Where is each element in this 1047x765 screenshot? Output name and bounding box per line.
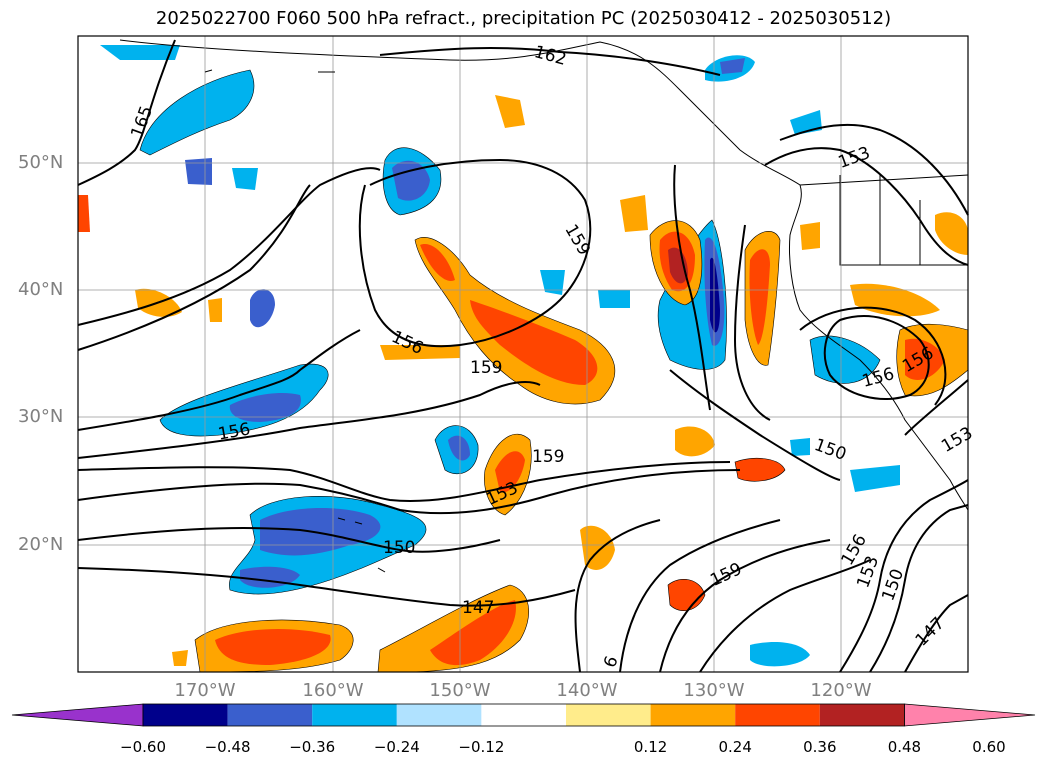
colorbar-tick-label: −0.36 (289, 738, 336, 756)
neg-region (250, 289, 275, 328)
neg-region (232, 168, 258, 190)
neg-region (598, 290, 630, 308)
lat-label-40n: 40°N (18, 279, 64, 300)
pos-region (580, 525, 615, 570)
lon-label-130w: 130°W (683, 680, 745, 701)
lon-label-160w: 160°W (302, 680, 364, 701)
colorbar-bin (227, 704, 313, 726)
lat-label-30n: 30°N (18, 406, 64, 427)
colorbar-bin (312, 704, 397, 726)
neg-region (100, 45, 180, 60)
colorbar-tick-label: 0.48 (887, 738, 922, 756)
neg-region (260, 508, 381, 556)
neg-region (750, 642, 810, 667)
pos-region (675, 426, 715, 457)
pos-region (380, 345, 460, 360)
contour-label: 159 (532, 447, 565, 467)
neg-region (720, 58, 745, 74)
height-contours (77, 39, 969, 673)
colorbar-bin (143, 704, 228, 726)
pos-region (668, 247, 688, 284)
colorbar-tick-label: 0.24 (718, 738, 752, 756)
colorbar-tick-label: −0.12 (458, 738, 505, 756)
colorbar-frame (142, 703, 905, 727)
neg-region (139, 69, 255, 156)
lon-label-170w: 170°W (174, 680, 236, 701)
pos-region (78, 195, 90, 232)
contour-label: 150 (383, 538, 416, 558)
pos-region (905, 338, 945, 380)
graticule (78, 36, 968, 672)
colorbar-tick-label: 0.36 (803, 738, 837, 756)
neg-region (229, 393, 301, 422)
pos-region (495, 95, 525, 128)
pos-region (495, 451, 525, 493)
lon-label-150w: 150°W (429, 680, 491, 701)
pos-region (215, 628, 331, 665)
pos-region (935, 212, 968, 255)
small-islands (204, 69, 386, 573)
contour-label: 159 (470, 358, 503, 378)
colorbar-tick-label: 0.12 (633, 738, 668, 756)
lon-label-140w: 140°W (556, 680, 618, 701)
lon-label-120w: 120°W (810, 680, 872, 701)
colorbar-over-extend (904, 703, 1036, 727)
colorbar-tick-label: 0.60 (972, 738, 1006, 756)
colorbar (11, 703, 1036, 727)
neg-region (540, 270, 565, 295)
pos-region (430, 600, 516, 666)
pos-region (667, 578, 706, 612)
pos-region (470, 300, 598, 385)
colorbar-tick-label: −0.60 (120, 738, 166, 756)
neg-region (710, 257, 720, 333)
neg-region (790, 438, 810, 456)
lat-label-50n: 50°N (18, 152, 64, 173)
plot-frame (77, 35, 969, 673)
neg-region (185, 158, 212, 185)
pos-region (172, 650, 188, 666)
colorbar-bin (481, 704, 566, 726)
pos-region (734, 457, 786, 482)
colorbar-tick-label: −0.24 (373, 738, 420, 756)
pos-region (420, 244, 455, 281)
colorbar-under-extend (11, 703, 144, 727)
neg-region (448, 435, 470, 461)
neg-region (392, 160, 430, 201)
neg-region (850, 465, 900, 492)
colorbar-bin (650, 704, 736, 726)
map-title: 2025022700 F060 500 hPa refract., precip… (155, 8, 892, 29)
colorbar-bin (735, 704, 820, 726)
pos-region (800, 222, 820, 250)
pos-region (620, 195, 648, 232)
pos-region (749, 249, 770, 345)
colorbar-bin (566, 704, 651, 726)
colorbar-bin (396, 704, 482, 726)
contour-label: 147 (462, 598, 495, 618)
lat-label-20n: 20°N (18, 534, 64, 555)
colorbar-tick-label: −0.48 (204, 738, 251, 756)
colorbar-bin (819, 704, 905, 726)
pos-region (208, 298, 222, 322)
